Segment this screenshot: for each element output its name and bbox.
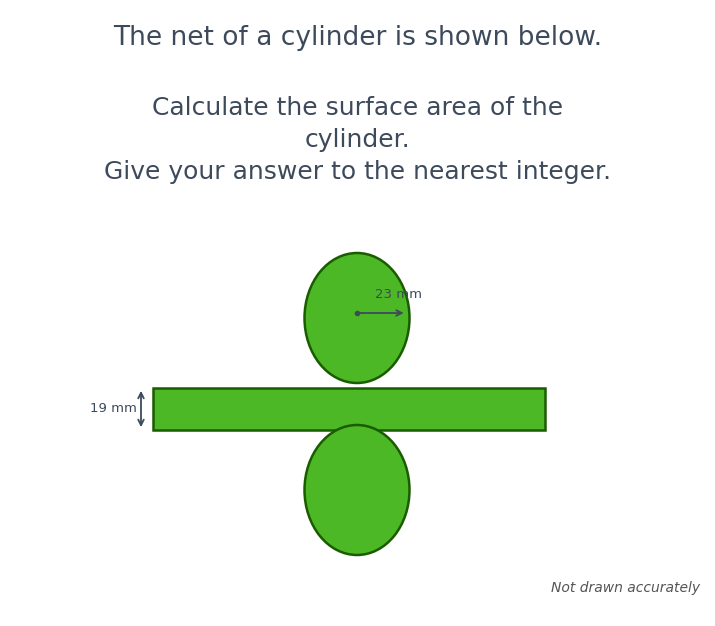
- Text: 23 mm: 23 mm: [375, 288, 422, 301]
- Text: Calculate the surface area of the
cylinder.
Give your answer to the nearest inte: Calculate the surface area of the cylind…: [104, 96, 611, 183]
- Text: 19 mm: 19 mm: [90, 403, 137, 416]
- Text: The net of a cylinder is shown below.: The net of a cylinder is shown below.: [113, 25, 602, 51]
- Ellipse shape: [305, 425, 410, 555]
- Bar: [153, 388, 545, 430]
- Text: Not drawn accurately: Not drawn accurately: [551, 581, 700, 595]
- Ellipse shape: [305, 253, 410, 383]
